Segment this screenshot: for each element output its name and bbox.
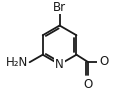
- Text: O: O: [99, 55, 108, 68]
- Text: H₂N: H₂N: [5, 56, 28, 69]
- Text: Br: Br: [53, 1, 66, 14]
- Text: N: N: [55, 58, 63, 71]
- Text: O: O: [82, 78, 92, 91]
